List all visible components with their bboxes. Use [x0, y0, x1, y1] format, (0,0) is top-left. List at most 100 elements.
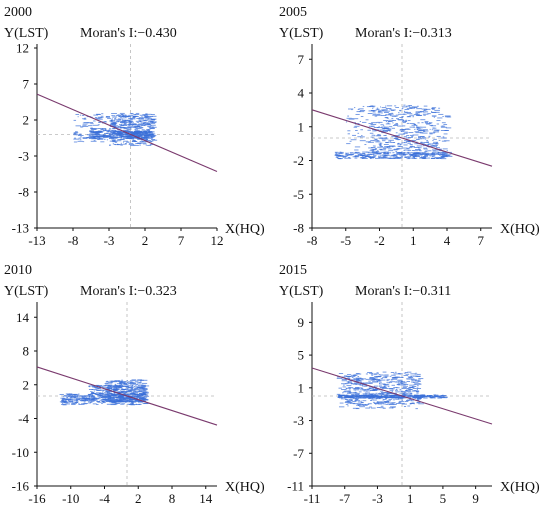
- scatter-point: [128, 142, 134, 144]
- scatter-point: [354, 118, 359, 120]
- scatter-point: [400, 402, 405, 404]
- scatter-point: [88, 397, 90, 399]
- scatter-point: [371, 152, 378, 154]
- scatter-point: [91, 137, 94, 139]
- scatter-point: [127, 135, 131, 137]
- scatter-point: [101, 129, 107, 131]
- scatter-point: [130, 388, 134, 390]
- scatter-point: [372, 378, 377, 380]
- scatter-point: [355, 398, 358, 400]
- scatter-point: [417, 105, 419, 107]
- scatter-point: [358, 391, 362, 393]
- scatter-point: [362, 382, 365, 384]
- scatter-point: [424, 130, 429, 132]
- scatter-point: [121, 123, 123, 125]
- scatter-point: [93, 135, 98, 137]
- scatter-point: [348, 376, 351, 378]
- scatter-point: [416, 108, 422, 110]
- scatter-point: [370, 147, 375, 148]
- scatter-point: [378, 385, 382, 387]
- scatter-point: [383, 120, 389, 121]
- scatter-point: [106, 388, 109, 390]
- scatter-point: [114, 141, 118, 143]
- scatter-point: [361, 396, 365, 397]
- scatter-point: [398, 112, 400, 114]
- scatter-point: [89, 398, 94, 400]
- scatter-point: [360, 154, 365, 156]
- scatter-point: [446, 116, 452, 118]
- scatter-point: [386, 379, 390, 381]
- scatter-point: [404, 131, 408, 133]
- scatter-point: [112, 139, 115, 141]
- scatter-point: [75, 131, 78, 133]
- scatter-point: [125, 127, 132, 129]
- y-tick-label: -5: [293, 187, 304, 202]
- scatter-point: [418, 149, 421, 151]
- scatter-point: [355, 156, 360, 158]
- scatter-point: [358, 397, 362, 399]
- scatter-point: [119, 131, 126, 133]
- scatter-point: [145, 131, 148, 133]
- scatter-point: [125, 130, 129, 132]
- scatter-point: [134, 127, 138, 129]
- scatter-point: [345, 394, 349, 396]
- scatter-point: [374, 373, 379, 375]
- scatter-point: [432, 127, 437, 129]
- scatter-point: [112, 116, 115, 118]
- scatter-point: [376, 397, 380, 399]
- scatter-point: [94, 394, 99, 395]
- scatter-point: [402, 119, 404, 121]
- scatter-point: [374, 130, 378, 132]
- scatter-point: [362, 400, 367, 402]
- scatter-point: [431, 107, 437, 109]
- scatter-point: [339, 155, 344, 157]
- scatter-point: [406, 391, 412, 393]
- scatter-point: [134, 130, 136, 132]
- scatter-point: [400, 383, 404, 385]
- scatter-point: [145, 134, 151, 136]
- scatter-point: [372, 393, 375, 395]
- scatter-point: [393, 154, 396, 155]
- scatter-point: [385, 398, 387, 400]
- scatter-point: [127, 119, 133, 121]
- scatter-point: [419, 157, 425, 159]
- scatter-point: [338, 155, 344, 157]
- scatter-point: [91, 134, 97, 136]
- scatter-point: [392, 125, 398, 127]
- scatter-point: [428, 146, 430, 148]
- scatter-point: [411, 395, 413, 397]
- scatter-point: [126, 388, 129, 390]
- scatter-point: [385, 114, 387, 116]
- scatter-point: [91, 393, 97, 395]
- scatter-point: [412, 134, 419, 136]
- scatter-point: [90, 128, 96, 129]
- scatter-point: [133, 399, 139, 401]
- scatter-point: [442, 152, 447, 153]
- scatter-point: [91, 138, 97, 140]
- scatter-point: [403, 144, 408, 146]
- scatter-point: [146, 135, 152, 136]
- scatter-point: [104, 128, 107, 130]
- scatter-point: [403, 132, 408, 134]
- scatter-point: [351, 109, 353, 111]
- scatter-point: [391, 115, 396, 117]
- scatter-point: [381, 392, 387, 393]
- scatter-point: [395, 156, 398, 158]
- scatter-point: [396, 152, 399, 153]
- scatter-point: [380, 151, 386, 153]
- scatter-point: [399, 390, 403, 392]
- scatter-point: [365, 407, 371, 409]
- scatter-point: [59, 393, 64, 395]
- scatter-point: [382, 156, 388, 158]
- scatter-point: [124, 385, 130, 387]
- scatter-point: [369, 153, 375, 155]
- x-tick-label: 7: [178, 233, 185, 248]
- scatter-point: [109, 380, 114, 382]
- scatter-point: [62, 397, 65, 399]
- scatter-point: [130, 392, 135, 394]
- scatter-point: [82, 141, 85, 143]
- scatter-point: [359, 153, 366, 155]
- scatter-point: [428, 150, 432, 152]
- scatter-point: [74, 137, 77, 139]
